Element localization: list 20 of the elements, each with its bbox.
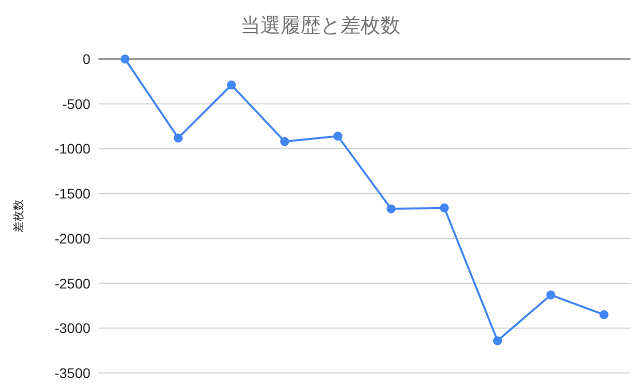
- point: [226, 80, 236, 90]
- point: [280, 137, 290, 146]
- y-tick-label: -3000: [54, 320, 91, 336]
- point: [440, 203, 449, 212]
- y-tick-label: -2500: [54, 275, 91, 292]
- point: [599, 310, 608, 320]
- point: [333, 132, 342, 141]
- y-tick-label: 0: [82, 51, 91, 67]
- y-tick-label: -2000: [54, 230, 91, 246]
- point: [493, 336, 502, 346]
- point: [546, 290, 556, 300]
- y-axis-title: 差枚数: [13, 200, 25, 232]
- point: [386, 204, 396, 214]
- point: [120, 54, 130, 64]
- chart-title: 当選履歴と差枚数: [240, 15, 400, 37]
- y-tick-label: -3500: [54, 365, 91, 381]
- y-tick-label: -1000: [54, 140, 91, 157]
- y-tick-label: -1500: [54, 186, 91, 202]
- point: [174, 133, 183, 142]
- y-tick-label: -500: [62, 96, 91, 112]
